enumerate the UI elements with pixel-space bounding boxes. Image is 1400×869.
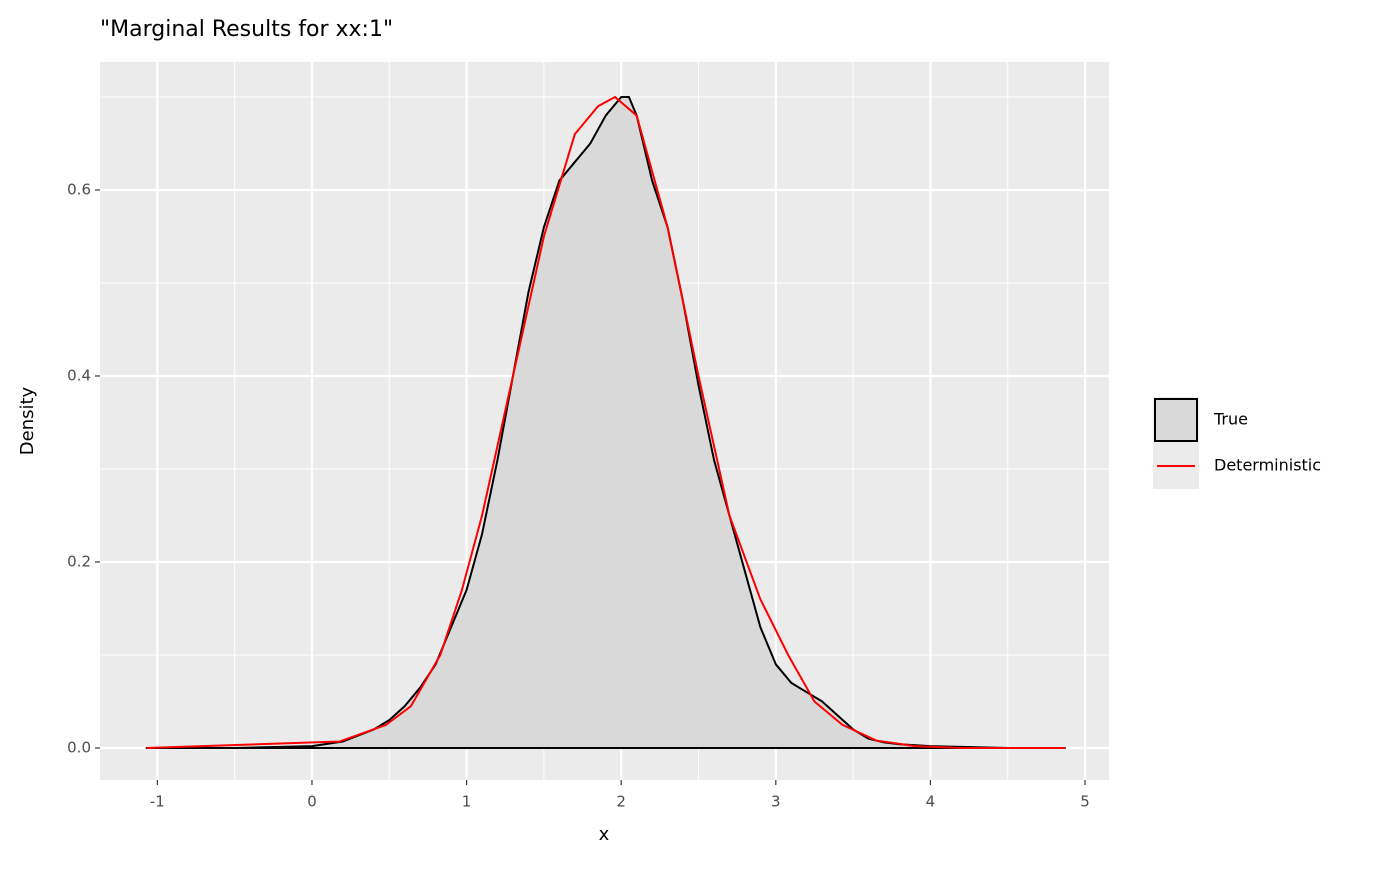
x-tick-label: 3 bbox=[771, 793, 781, 811]
density-line bbox=[146, 95, 1065, 750]
y-tick-label: 0.2 bbox=[67, 552, 91, 570]
y-tick-label: 0.0 bbox=[67, 739, 91, 757]
grid: -1 0 1 2 3 4 5 0.0 0.2 0.4 0.6 bbox=[67, 62, 1109, 811]
x-tick-label: 2 bbox=[616, 793, 626, 811]
legend-label: True bbox=[1213, 410, 1248, 429]
x-tick-label: -1 bbox=[150, 793, 165, 811]
legend: True Deterministic bbox=[1153, 397, 1321, 489]
y-tick-label: 0.4 bbox=[67, 366, 91, 384]
x-tick-label: 1 bbox=[462, 793, 472, 811]
x-axis-label: x bbox=[599, 824, 610, 845]
marks bbox=[145, 95, 1066, 750]
legend-label: Deterministic bbox=[1214, 456, 1321, 475]
y-axis-label: Density bbox=[17, 386, 38, 455]
y-tick-label: 0.6 bbox=[67, 180, 91, 198]
x-tick-label: 0 bbox=[307, 793, 317, 811]
legend-key bbox=[1154, 398, 1198, 442]
chart-title: "Marginal Results for xx:1" bbox=[100, 17, 393, 42]
x-tick-label: 4 bbox=[926, 793, 936, 811]
x-tick-label: 5 bbox=[1080, 793, 1090, 811]
